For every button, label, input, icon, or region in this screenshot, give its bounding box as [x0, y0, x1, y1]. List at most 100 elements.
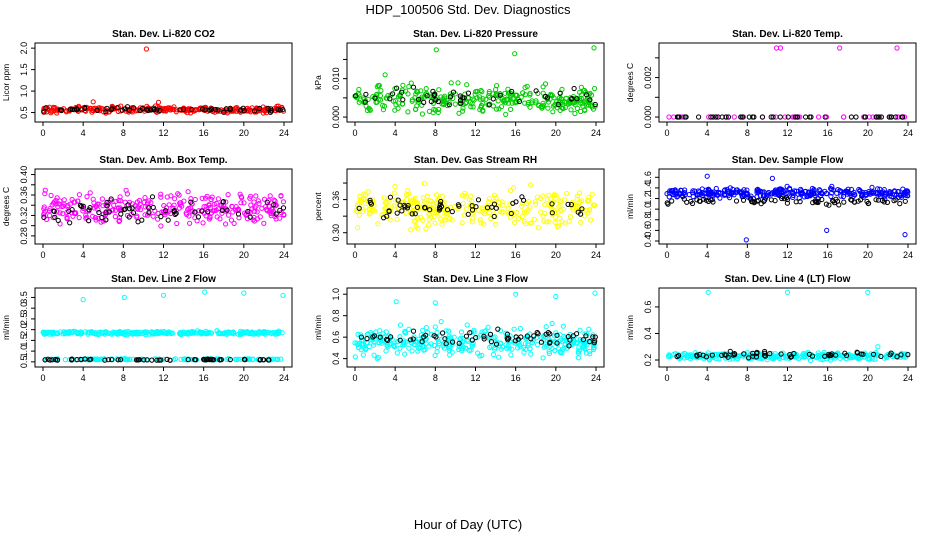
- data-point: [568, 107, 574, 113]
- data-point: [554, 223, 561, 230]
- panel-title: Stan. Dev. Amb. Box Temp.: [99, 155, 227, 166]
- series-1: [352, 45, 598, 118]
- data-point: [765, 192, 771, 198]
- panel-2: Stan. Dev. Li-820 Pressure kPa 0 4 8 12 16 20 24…: [313, 29, 605, 138]
- data-point: [669, 198, 675, 204]
- data-point: [586, 91, 592, 97]
- data-point: [215, 196, 221, 202]
- data-point: [438, 198, 444, 205]
- data-point: [722, 352, 728, 358]
- data-point: [727, 348, 733, 354]
- data-point: [552, 219, 558, 225]
- y-tick-label: 0.6: [643, 224, 653, 237]
- data-point: [888, 350, 894, 356]
- data-point: [521, 209, 527, 215]
- data-point: [387, 194, 393, 200]
- data-point: [280, 107, 286, 113]
- data-point: [230, 108, 236, 114]
- x-tick-label: 16: [823, 373, 833, 383]
- data-point: [268, 106, 274, 112]
- data-point: [768, 114, 774, 120]
- plot-frame: [34, 287, 293, 368]
- x-tick-label: 24: [279, 128, 289, 138]
- data-point: [898, 352, 904, 358]
- data-point: [468, 347, 474, 353]
- data-point: [392, 184, 398, 190]
- data-point: [412, 211, 418, 217]
- data-point: [881, 199, 887, 205]
- data-point: [241, 200, 247, 206]
- data-point: [448, 80, 454, 86]
- data-point: [208, 197, 214, 203]
- data-point: [524, 333, 531, 339]
- data-point: [408, 201, 414, 207]
- data-point: [486, 209, 493, 215]
- data-point: [404, 196, 410, 203]
- data-point: [462, 193, 468, 199]
- data-point: [442, 336, 448, 342]
- data-point: [378, 88, 384, 94]
- data-point: [505, 205, 511, 211]
- data-point: [78, 357, 84, 363]
- data-point: [443, 204, 450, 210]
- data-point: [405, 91, 411, 97]
- data-point: [352, 354, 358, 360]
- data-point: [393, 102, 399, 108]
- data-point: [142, 329, 148, 336]
- x-tick-label: 8: [121, 373, 126, 383]
- data-point: [183, 357, 189, 363]
- data-point: [261, 107, 267, 114]
- data-point: [184, 331, 190, 337]
- x-tick-label: 0: [664, 128, 669, 138]
- outlier-point: [80, 297, 86, 303]
- data-point: [509, 88, 515, 95]
- data-point: [428, 98, 434, 105]
- data-point: [239, 195, 245, 201]
- data-point: [840, 193, 847, 200]
- y-axis-label: kPa: [313, 75, 323, 90]
- data-point: [148, 106, 154, 112]
- data-point: [441, 199, 447, 205]
- data-point: [809, 185, 816, 192]
- data-point: [395, 197, 401, 203]
- data-point: [490, 96, 496, 102]
- data-point: [564, 190, 570, 197]
- data-point: [676, 114, 682, 120]
- data-point: [709, 352, 715, 358]
- data-point: [191, 330, 197, 336]
- series-2: [353, 84, 598, 108]
- data-point: [574, 331, 580, 337]
- outlier-point: [393, 299, 399, 305]
- data-point: [279, 330, 285, 336]
- data-point: [397, 345, 403, 351]
- data-point: [667, 353, 673, 359]
- panel-title: Stan. Dev. Sample Flow: [732, 155, 844, 166]
- data-point: [174, 220, 180, 227]
- x-tick-label: 16: [823, 128, 833, 138]
- data-point: [267, 209, 273, 215]
- data-point: [520, 90, 526, 96]
- data-point: [816, 114, 822, 120]
- data-point: [93, 217, 99, 223]
- data-point: [161, 203, 167, 209]
- data-point: [42, 187, 48, 193]
- data-point: [535, 194, 541, 200]
- data-point: [390, 98, 396, 104]
- data-point: [142, 195, 148, 201]
- data-point: [557, 203, 563, 209]
- data-point: [729, 190, 735, 196]
- x-tick-label: 12: [782, 373, 792, 383]
- data-point: [359, 206, 365, 212]
- data-point: [93, 331, 99, 337]
- data-point: [223, 221, 229, 227]
- x-tick-label: 24: [279, 250, 289, 260]
- data-point: [164, 356, 170, 362]
- data-point: [463, 333, 469, 339]
- y-tick-label: 1.0: [331, 288, 341, 301]
- y-tick-label: 2.0: [19, 323, 29, 336]
- data-point: [719, 114, 725, 120]
- data-point: [791, 188, 798, 194]
- data-point: [456, 110, 462, 116]
- data-point: [587, 348, 593, 354]
- data-point: [52, 330, 58, 336]
